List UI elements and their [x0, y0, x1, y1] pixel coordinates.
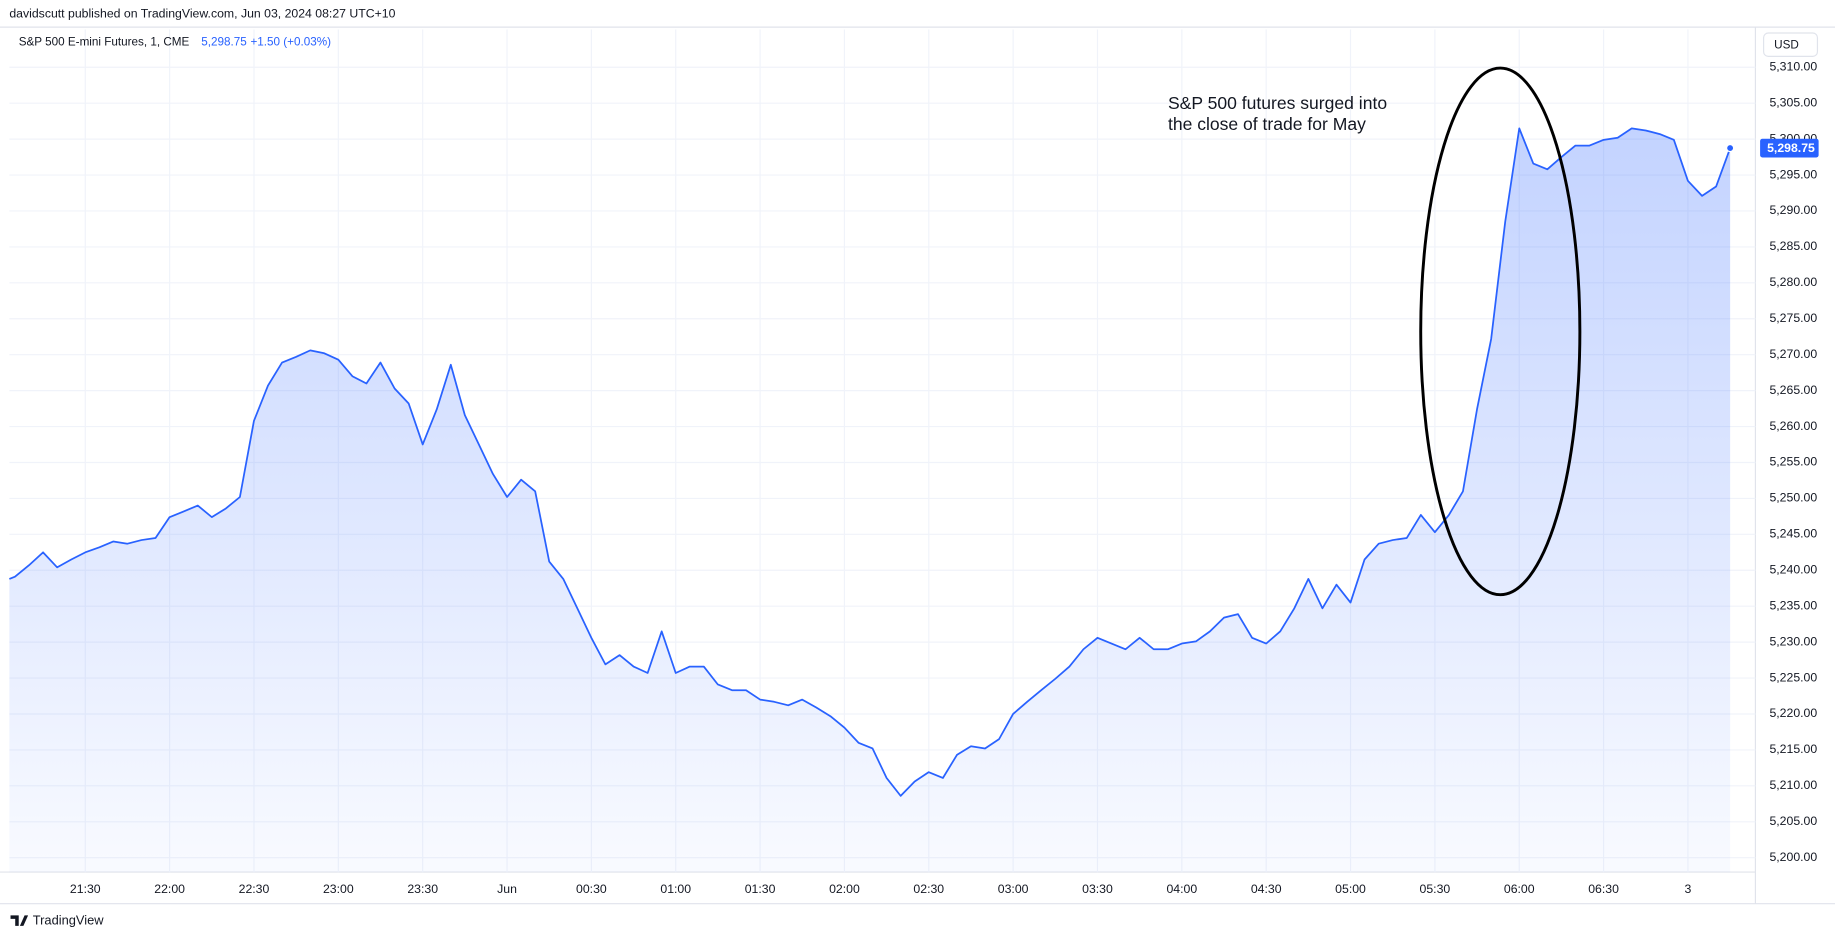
y-tick-label: 5,240.00: [1769, 563, 1817, 577]
x-tick-label: 23:30: [407, 882, 438, 896]
x-tick-label: 01:00: [660, 882, 691, 896]
publisher: davidscutt published on TradingView.com,…: [9, 7, 395, 21]
x-tick-label: 05:30: [1420, 882, 1451, 896]
last-point: [1726, 143, 1735, 153]
y-tick-label: 5,265.00: [1769, 383, 1817, 397]
y-tick-label: 5,290.00: [1769, 203, 1817, 217]
price-line: [9, 127, 1731, 797]
x-tick-label: 02:00: [829, 882, 860, 896]
y-tick-label: 5,235.00: [1769, 598, 1817, 612]
price-badge: [1760, 138, 1819, 158]
y-tick-label: 5,280.00: [1769, 275, 1817, 289]
x-tick-label: 01:30: [745, 882, 776, 896]
x-tick-label: 22:00: [154, 882, 185, 896]
y-tick-label: 5,210.00: [1769, 778, 1817, 792]
footer-brand: TradingView: [33, 913, 104, 928]
y-tick-label: 5,260.00: [1769, 419, 1817, 433]
x-tick-label: 03:00: [998, 882, 1029, 896]
x-tick-label: 23:00: [323, 882, 354, 896]
annotation: S&P 500 futures surged into: [1168, 93, 1387, 113]
x-tick-label: 00:30: [576, 882, 607, 896]
plot: 5,298.75: [9, 127, 1819, 873]
x-tick-label: 06:30: [1588, 882, 1619, 896]
y-tick-label: 5,205.00: [1769, 814, 1817, 828]
x-tick-label: 02:30: [913, 882, 944, 896]
x-tick-label: 06:00: [1504, 882, 1535, 896]
y-tick-label: 5,305.00: [1769, 95, 1817, 109]
currency-button[interactable]: [1763, 32, 1819, 57]
x-tick-label: 04:00: [1166, 882, 1197, 896]
y-tick-label: 5,225.00: [1769, 670, 1817, 684]
x-tick-label: 21:30: [70, 882, 101, 896]
y-tick-label: 5,245.00: [1769, 527, 1817, 541]
x-tick-label: 05:00: [1335, 882, 1366, 896]
header-change: +1.50 (+0.03%): [250, 35, 331, 48]
highlight-ellipse: [1419, 66, 1582, 597]
logo: TradingView: [10, 913, 104, 928]
y-tick-label: 5,230.00: [1769, 634, 1817, 648]
y-tick-label: 5,250.00: [1769, 491, 1817, 505]
logo-mark: [10, 915, 29, 926]
header-price: 5,298.75: [201, 35, 247, 48]
x-tick-label: Jun: [497, 882, 517, 896]
x-tick-label: 22:30: [239, 882, 270, 896]
annotation: the close of trade for May: [1168, 114, 1366, 134]
y-tick-label: 5,200.00: [1769, 850, 1817, 864]
x-tick-label: 3: [1685, 882, 1692, 896]
price-badge-label: 5,298.75: [1767, 141, 1815, 155]
x-tick-label: 03:30: [1082, 882, 1113, 896]
y-tick-label: 5,255.00: [1769, 455, 1817, 469]
y-tick-label: 5,220.00: [1769, 706, 1817, 720]
y-tick-label: 5,295.00: [1769, 167, 1817, 181]
y-tick-label: 5,270.00: [1769, 347, 1817, 361]
y-tick-label: 5,310.00: [1769, 60, 1817, 74]
symbol: S&P 500 E-mini Futures, 1, CME: [19, 35, 190, 48]
y-tick-label: 5,215.00: [1769, 742, 1817, 756]
x-tick-label: 04:30: [1251, 882, 1282, 896]
currency[interactable]: USD: [1774, 38, 1799, 51]
area-fill: [9, 128, 1731, 873]
y-tick-label: 5,285.00: [1769, 239, 1817, 253]
y-tick-label: 5,275.00: [1769, 311, 1817, 325]
